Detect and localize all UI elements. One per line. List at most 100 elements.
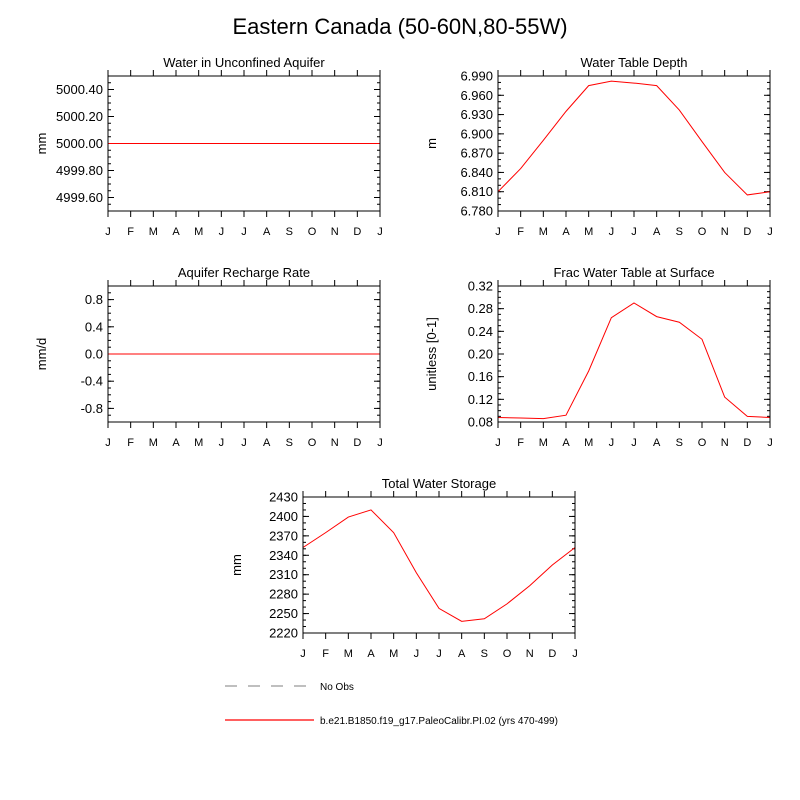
- y-tick-label: 6.990: [460, 69, 493, 84]
- x-tick-label: A: [367, 648, 375, 660]
- y-tick-label: 2280: [269, 587, 298, 602]
- data-series-line: [302, 509, 576, 622]
- plot-frame: [107, 75, 381, 212]
- y-tick-label: 5000.40: [56, 82, 103, 97]
- y-tick-label: 0.8: [85, 292, 103, 307]
- x-tick-label: J: [241, 226, 247, 238]
- x-tick-label: M: [539, 226, 548, 238]
- panel-title: Frac Water Table at Surface: [553, 265, 714, 280]
- x-tick-label: M: [389, 648, 398, 660]
- y-tick-label: 2220: [269, 626, 298, 641]
- data-series-line: [497, 80, 771, 196]
- x-tick-label: J: [414, 648, 420, 660]
- x-tick-label: O: [698, 437, 707, 449]
- panel-title: Total Water Storage: [382, 476, 496, 491]
- x-tick-label: J: [436, 648, 442, 660]
- x-tick-label: M: [584, 226, 593, 238]
- x-tick-label: M: [344, 648, 353, 660]
- x-tick-label: M: [149, 437, 158, 449]
- y-tick-label: 4999.60: [56, 190, 103, 205]
- plot-frame: [107, 285, 381, 423]
- x-tick-label: N: [331, 226, 339, 238]
- x-tick-label: A: [263, 226, 271, 238]
- y-tick-label: 0.24: [468, 324, 493, 339]
- y-tick-label: 2310: [269, 567, 298, 582]
- page-title: Eastern Canada (50-60N,80-55W): [232, 14, 568, 39]
- x-tick-label: A: [263, 437, 271, 449]
- y-axis-label: mm: [34, 133, 49, 155]
- x-tick-label: M: [149, 226, 158, 238]
- y-tick-label: 2430: [269, 490, 298, 505]
- y-tick-label: 0.4: [85, 319, 103, 334]
- y-tick-label: 6.840: [460, 165, 493, 180]
- x-tick-label: J: [495, 226, 501, 238]
- x-tick-label: J: [631, 437, 637, 449]
- y-tick-label: -0.4: [81, 374, 103, 389]
- legend: No Obs b.e21.B1850.f19_g17.PaleoCalibr.PI…: [225, 682, 558, 727]
- y-tick-label: 5000.00: [56, 136, 103, 151]
- x-tick-label: J: [241, 437, 247, 449]
- x-tick-label: A: [562, 226, 570, 238]
- x-tick-label: O: [503, 648, 512, 660]
- x-tick-label: A: [653, 226, 661, 238]
- x-tick-label: J: [105, 226, 111, 238]
- chart-panel: Frac Water Table at Surface unitless [0-1…: [424, 265, 773, 449]
- panel-title: Aquifer Recharge Rate: [178, 265, 310, 280]
- x-tick-label: J: [105, 437, 111, 449]
- x-tick-label: D: [743, 437, 751, 449]
- x-tick-label: N: [526, 648, 534, 660]
- x-tick-label: J: [767, 226, 773, 238]
- y-tick-label: 0.16: [468, 369, 493, 384]
- chart-panel: Aquifer Recharge Rate mm/d -0.8 -0.4 0.0 0.4 0…: [34, 265, 383, 449]
- y-tick-label: 2250: [269, 606, 298, 621]
- x-tick-label: J: [609, 437, 615, 449]
- x-tick-label: O: [308, 437, 317, 449]
- y-tick-label: 4999.80: [56, 163, 103, 178]
- y-tick-label: 6.810: [460, 184, 493, 199]
- chart-panel: Water in Unconfined Aquifer mm 4999.60 4999…: [34, 55, 383, 238]
- x-tick-label: D: [353, 437, 361, 449]
- x-tick-label: O: [698, 226, 707, 238]
- x-tick-label: F: [322, 648, 329, 660]
- x-tick-label: J: [631, 226, 637, 238]
- legend-label: No Obs: [320, 682, 354, 693]
- x-tick-label: A: [653, 437, 661, 449]
- x-tick-label: O: [308, 226, 317, 238]
- x-tick-label: S: [481, 648, 488, 660]
- y-tick-label: 5000.20: [56, 109, 103, 124]
- chart-panel: Total Water Storage mm 2220 2250 2280 2310 234…: [229, 476, 578, 660]
- y-axis-label: mm: [229, 554, 244, 576]
- x-tick-label: S: [286, 226, 293, 238]
- x-tick-label: A: [172, 226, 180, 238]
- x-tick-label: A: [172, 437, 180, 449]
- x-tick-label: J: [377, 437, 383, 449]
- chart-panel: Water Table Depth m 6.780 6.810 6.840 6.870 6.…: [424, 55, 773, 238]
- y-tick-label: 2370: [269, 528, 298, 543]
- x-tick-label: J: [300, 648, 306, 660]
- x-tick-label: M: [194, 437, 203, 449]
- y-tick-label: 0.20: [468, 347, 493, 362]
- x-tick-label: J: [495, 437, 501, 449]
- panel-title: Water in Unconfined Aquifer: [163, 55, 325, 70]
- y-tick-label: 6.930: [460, 107, 493, 122]
- x-tick-label: F: [127, 437, 134, 449]
- x-tick-label: S: [676, 437, 683, 449]
- x-tick-label: J: [377, 226, 383, 238]
- x-tick-label: D: [743, 226, 751, 238]
- x-tick-label: S: [676, 226, 683, 238]
- data-series-line: [497, 302, 771, 420]
- x-tick-label: N: [331, 437, 339, 449]
- panel-title: Water Table Depth: [581, 55, 688, 70]
- y-axis-label: m: [424, 138, 439, 149]
- y-tick-label: 6.960: [460, 88, 493, 103]
- x-tick-label: J: [767, 437, 773, 449]
- plot-frame: [302, 496, 576, 634]
- x-tick-label: M: [194, 226, 203, 238]
- y-tick-label: -0.8: [81, 401, 103, 416]
- x-tick-label: J: [609, 226, 615, 238]
- y-tick-label: 6.870: [460, 146, 493, 161]
- x-tick-label: N: [721, 226, 729, 238]
- y-tick-label: 0.12: [468, 392, 493, 407]
- plot-frame: [497, 75, 771, 212]
